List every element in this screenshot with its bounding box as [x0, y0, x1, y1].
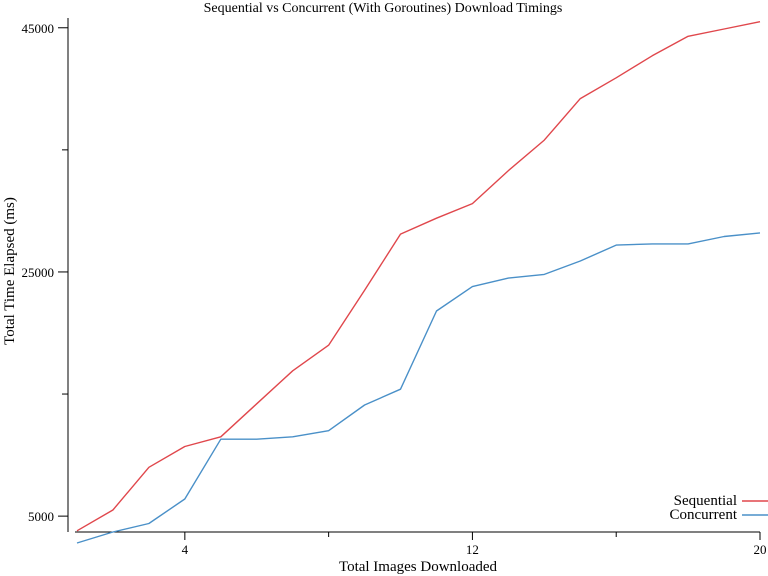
x-tick-label: 4	[182, 542, 189, 557]
legend-item-sequential: Sequential	[674, 493, 768, 509]
x-tick-label: 20	[754, 542, 767, 557]
legend-label-sequential: Sequential	[674, 493, 737, 509]
x-tick-label: 12	[466, 542, 479, 557]
y-tick-label: 45000	[22, 21, 55, 36]
y-tick-label: 25000	[22, 265, 55, 280]
x-axis-label: Total Images Downloaded	[339, 559, 498, 575]
chart-title: Sequential vs Concurrent (With Goroutine…	[204, 1, 563, 16]
y-ticks: 5000 25000 45000	[22, 21, 68, 524]
legend-label-concurrent: Concurrent	[670, 507, 738, 523]
legend-item-concurrent: Concurrent	[670, 507, 768, 523]
y-tick-label: 5000	[28, 509, 54, 524]
x-ticks: 4 12 20	[182, 532, 767, 557]
legend: Sequential Concurrent	[670, 493, 768, 523]
series-line-sequential	[76, 21, 761, 532]
series-lines	[76, 21, 761, 544]
y-axis-label: Total Time Elapsed (ms)	[2, 197, 18, 345]
series-line-concurrent	[76, 232, 761, 544]
